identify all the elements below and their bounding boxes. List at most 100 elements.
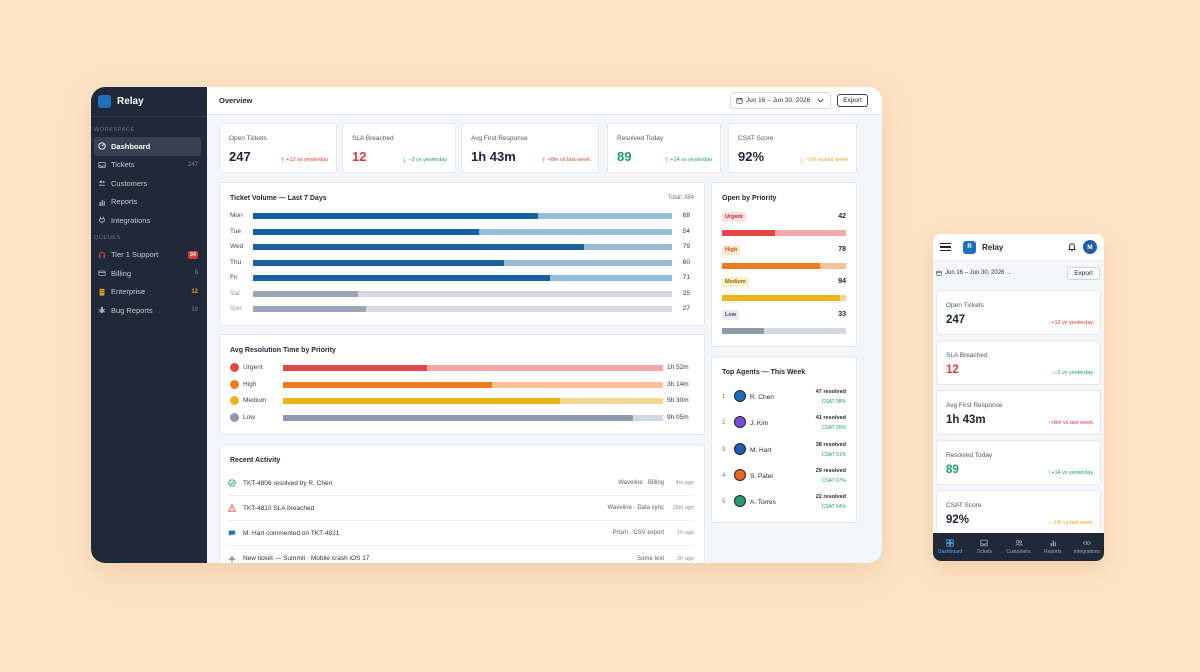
agent-row[interactable]: 1 R. Chen 47 resolved CSAT 98% <box>722 384 846 410</box>
queue-item-billing[interactable]: Billing 8 <box>94 264 201 283</box>
mobile-kpi-card-sla-breached[interactable]: SLA Breached 12 ↓−3 vs yesterday <box>936 340 1101 385</box>
volume-value: 68 <box>682 212 690 219</box>
kpi-label: CSAT Score <box>738 135 774 142</box>
sidebar-item-reports[interactable]: Reports <box>94 193 201 212</box>
kpi-delta-text: +8m vs last week <box>547 156 590 163</box>
sidebar-item-customers[interactable]: Customers <box>94 174 201 193</box>
menu-icon[interactable] <box>940 241 951 254</box>
volume-bar <box>253 213 538 219</box>
priority-tag: Low <box>722 309 739 320</box>
tab-integrations[interactable]: Integrations <box>1070 533 1104 561</box>
mobile-kpi-card-avg-first-response[interactable]: Avg First Response 1h 43m ↑+8m vs last w… <box>936 390 1101 435</box>
top-agents-card: Top Agents — This Week 1 R. Chen 47 resolv… <box>711 356 857 523</box>
sidebar-item-dashboard[interactable]: Dashboard <box>94 137 201 156</box>
queue-item-tier-1-support[interactable]: Tier 1 Support 34 <box>94 246 201 265</box>
kpi-value: 1h 43m <box>471 149 516 164</box>
tab-tickets[interactable]: Tickets <box>967 533 1001 561</box>
volume-value: 79 <box>682 243 690 250</box>
arrow-down-icon: ↓ <box>1051 370 1055 376</box>
queues-section-label: QUEUES <box>94 234 121 241</box>
volume-day-label: Thu <box>230 258 242 266</box>
dashboard-icon <box>946 539 954 547</box>
agent-csat: CSAT 91% <box>821 451 846 458</box>
mobile-export-button[interactable]: Export <box>1067 266 1100 280</box>
kpi-value: 12 <box>352 149 367 164</box>
kpi-delta-text: +14 vs yesterday <box>1051 470 1093 476</box>
activity-row[interactable]: M. Hart commented on TKT-4821 Prism · CS… <box>228 521 694 546</box>
activity-meta: Some text <box>636 555 664 562</box>
volume-bar-track <box>253 259 672 266</box>
volume-value: 54 <box>682 227 690 235</box>
bell-icon[interactable] <box>1067 242 1077 252</box>
arrow-down-icon: ↓ <box>799 155 804 164</box>
priority-count: 42 <box>838 213 846 220</box>
chart-icon <box>98 198 106 206</box>
ticket-volume-total: Total: 384 <box>667 195 694 201</box>
agent-row[interactable]: 4 S. Patel 29 resolved CSAT 97% <box>722 463 846 489</box>
mobile-kpi-card-csat-score[interactable]: CSAT Score 92% ↓−1% vs last week <box>936 490 1101 535</box>
tab-label: Reports <box>1043 549 1062 555</box>
tab-label: Customers <box>1006 549 1031 555</box>
priority-tag: High <box>722 244 741 255</box>
sidebar-item-label: Tickets <box>111 160 135 170</box>
activity-row[interactable]: New ticket — Summit · Mobile crash iOS 1… <box>228 546 694 563</box>
avatar[interactable]: M <box>1083 240 1097 254</box>
volume-day-label: Mon <box>230 212 243 219</box>
queue-item-bug-reports[interactable]: Bug Reports 19 <box>94 301 201 320</box>
resolution-priority-label: Urgent <box>243 364 263 371</box>
arrow-up-icon: ↑ <box>664 155 669 164</box>
resolution-bar <box>283 414 633 421</box>
arrow-down-icon: ↓ <box>1047 520 1051 526</box>
sidebar-item-tickets[interactable]: Tickets 247 <box>94 156 201 175</box>
kpi-value: 92% <box>946 514 970 526</box>
kpi-value: 247 <box>229 149 251 164</box>
kpi-card-open-tickets: Open Tickets 247 ↑ +12 vs yesterday <box>219 123 337 173</box>
building-icon <box>98 288 106 296</box>
relay-logo-icon: R <box>963 240 976 254</box>
volume-bar <box>253 290 358 297</box>
agent-name: M. Hart <box>750 446 772 454</box>
card-icon <box>98 269 106 277</box>
tab-reports[interactable]: Reports <box>1036 533 1070 561</box>
kpi-delta: ↑+12 vs yesterday <box>1049 320 1093 326</box>
export-button[interactable]: Export <box>837 94 868 107</box>
kpi-label: Resolved Today <box>617 135 664 142</box>
kpi-delta-text: +14 vs yesterday <box>670 156 712 163</box>
resolution-value: 5h 30m <box>667 397 689 404</box>
brand[interactable]: Relay <box>91 87 207 117</box>
kpi-label: SLA Breached <box>946 352 988 359</box>
page-title: Overview <box>219 96 253 105</box>
agent-rank: 1 <box>722 394 726 400</box>
desktop-window: Relay WORKSPACE Dashboard Tickets 247 Cu… <box>91 87 882 563</box>
agent-row[interactable]: 2 J. Kim 41 resolved CSAT 95% <box>722 410 846 436</box>
mobile-kpi-card-open-tickets[interactable]: Open Tickets 247 ↑+12 vs yesterday <box>936 290 1101 335</box>
queue-count: 12 <box>191 288 198 295</box>
tab-customers[interactable]: Customers <box>1001 533 1035 561</box>
volume-bar-track <box>253 213 672 219</box>
queue-item-enterprise[interactable]: Enterprise 12 <box>94 283 201 302</box>
mobile-kpi-card-resolved-today[interactable]: Resolved Today 89 ↑+14 vs yesterday <box>936 440 1101 485</box>
priority-count: 33 <box>838 310 846 318</box>
priority-bar <box>722 295 840 301</box>
queue-label: Bug Reports <box>111 305 153 315</box>
kpi-label: CSAT Score <box>946 502 982 509</box>
activity-meta: Waveline · Data sync <box>607 505 664 511</box>
kpi-value: 1h 43m <box>946 414 986 426</box>
agent-row[interactable]: 3 M. Hart 38 resolved CSAT 91% <box>722 437 846 463</box>
agent-row[interactable]: 5 A. Torres 22 resolved CSAT 94% <box>722 489 846 515</box>
tab-dashboard[interactable]: Dashboard <box>933 533 967 561</box>
mobile-brand-name: Relay <box>982 242 1004 252</box>
sidebar-item-label: Integrations <box>111 215 151 225</box>
sidebar-item-label: Customers <box>111 178 148 188</box>
sidebar-item-integrations[interactable]: Integrations <box>94 211 201 230</box>
agent-csat: CSAT 97% <box>821 477 846 484</box>
kpi-value: 89 <box>617 149 632 164</box>
activity-row[interactable]: TKT-4806 resolved by R. Chen Waveline · … <box>228 471 694 496</box>
mobile-date-range-picker[interactable]: Jun 16 – Jun 30, 2026 ⌄ <box>936 270 1067 276</box>
open-by-priority-title: Open by Priority <box>722 195 777 202</box>
agent-rank: 3 <box>722 446 726 453</box>
activity-row[interactable]: TKT-4810 SLA breached Waveline · Data sy… <box>228 496 694 521</box>
sidebar-item-label: Dashboard <box>111 141 151 151</box>
ticket-volume-card: Ticket Volume — Last 7 Days Total: 384 M… <box>219 182 705 326</box>
date-range-picker[interactable]: Jun 16 – Jun 30, 2026 <box>729 92 832 109</box>
